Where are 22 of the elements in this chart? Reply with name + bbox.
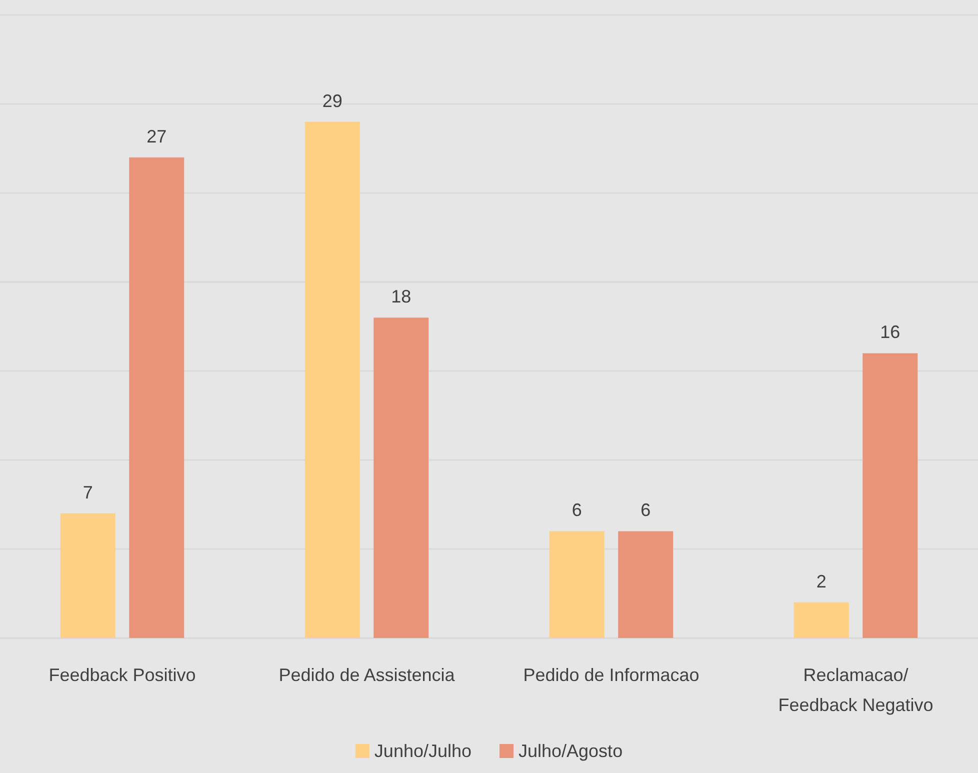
bar <box>618 531 674 638</box>
bar <box>129 157 184 638</box>
data-label: 29 <box>322 90 342 111</box>
bar <box>60 513 116 638</box>
x-tick-label: Reclamacao/ Feedback Negativo <box>778 665 934 715</box>
legend-label: Junho/Julho <box>374 741 472 761</box>
x-tick-label: Feedback Positivo <box>48 665 196 685</box>
bar <box>794 602 849 638</box>
data-label: 7 <box>82 482 93 502</box>
data-label: 18 <box>391 286 412 307</box>
bar <box>549 531 604 638</box>
legend-label: Julho/Agosto <box>518 741 623 761</box>
bar <box>862 353 918 638</box>
bar <box>374 318 429 638</box>
data-label: 6 <box>572 500 582 520</box>
x-tick-label: Pedido de Informacao <box>523 665 700 685</box>
data-label: 2 <box>816 571 826 592</box>
data-label: 6 <box>640 500 651 520</box>
data-label: 27 <box>146 126 167 146</box>
x-tick-label: Pedido de Assistencia <box>278 665 456 685</box>
bar <box>304 122 360 638</box>
data-label: 16 <box>880 322 900 342</box>
